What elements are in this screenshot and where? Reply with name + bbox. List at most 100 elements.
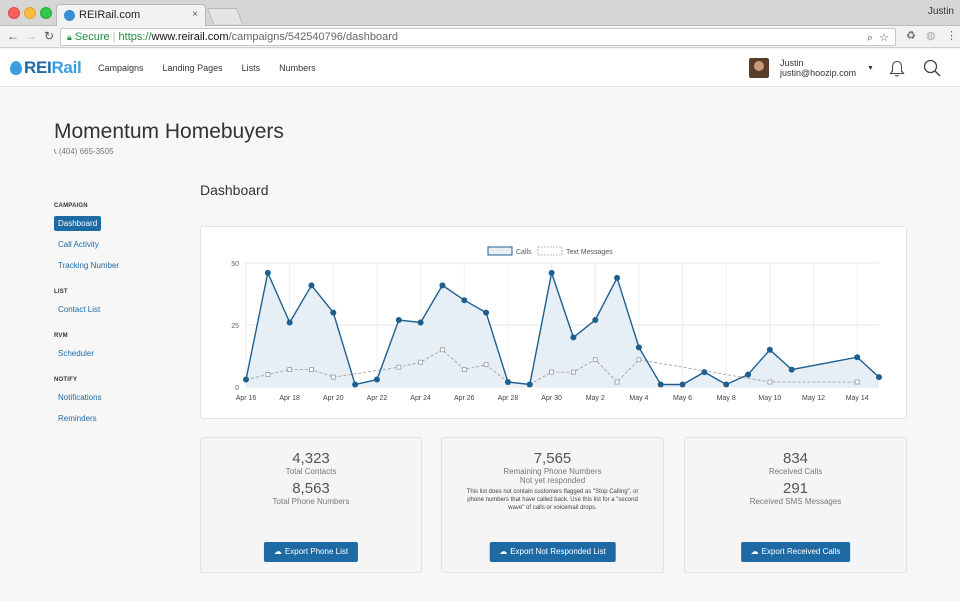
- received-sms-label: Received SMS Messages: [749, 497, 842, 506]
- back-arrow-icon[interactable]: ←: [7, 29, 19, 43]
- lock-icon: 🔒︎: [67, 32, 72, 42]
- page-title: Momentum Homebuyers: [54, 120, 284, 143]
- top-navigation: Campaigns Landing Pages Lists Numbers: [98, 49, 316, 87]
- x-tick-label: Apr 18: [279, 395, 300, 402]
- text-messages-point: [440, 347, 445, 353]
- export-not-responded-button[interactable]: ☁ Export Not Responded List: [489, 542, 616, 562]
- sidebar-item-contact-list[interactable]: Contact List: [58, 305, 101, 314]
- sidebar-item-tracking-number[interactable]: Tracking Number: [58, 261, 120, 270]
- x-tick-label: Apr 28: [498, 395, 519, 402]
- logo-drop-icon: [10, 61, 22, 75]
- avatar[interactable]: [749, 58, 769, 78]
- calls-area: [246, 272, 879, 387]
- tab-close-icon[interactable]: ×: [192, 9, 198, 20]
- total-phone-label: Total Phone Numbers: [272, 497, 350, 506]
- calls-point: [701, 369, 708, 376]
- legend-calls-label: Calls: [516, 249, 532, 256]
- export-phone-list-button[interactable]: ☁ Export Phone List: [263, 542, 359, 562]
- x-tick-label: May 2: [586, 395, 605, 402]
- calls-point: [854, 354, 861, 361]
- total-contacts-label: Total Contacts: [285, 467, 337, 476]
- new-tab-button[interactable]: [207, 8, 243, 24]
- calls-point: [745, 371, 752, 378]
- tab-title: REIRail.com: [79, 9, 141, 21]
- forward-arrow-icon[interactable]: →: [25, 29, 37, 43]
- x-tick-label: Apr 24: [410, 395, 431, 402]
- sidebar-item-call-activity[interactable]: Call Activity: [58, 240, 99, 249]
- browser-menu-icon[interactable]: ⋮: [946, 30, 957, 42]
- activity-chart-card: 0 25 50 Apr 16 Apr 18 Apr 20 Apr 22 Apr 24 Apr 2…: [200, 226, 907, 419]
- bell-icon[interactable]: [889, 60, 905, 78]
- cloud-download-icon: ☁: [499, 547, 508, 556]
- received-stat-card: 834 Received Calls 291 Received SMS Mess…: [684, 437, 907, 573]
- nav-lists[interactable]: Lists: [241, 63, 261, 73]
- not-responded-stat-card: 7,565 Remaining Phone Numbers Not yet re…: [441, 437, 664, 573]
- calls-point: [876, 374, 882, 381]
- close-window-button[interactable]: [8, 7, 20, 19]
- extension-recycle-icon[interactable]: ♻: [906, 30, 916, 42]
- received-sms-value: 291: [782, 480, 809, 497]
- url-path: /campaigns/542540796/dashboard: [228, 31, 398, 43]
- text-messages-point: [309, 367, 314, 373]
- legend-text-messages-label: Text Messages: [566, 249, 613, 256]
- chevron-down-icon[interactable]: ▼: [867, 65, 874, 72]
- calls-point: [635, 344, 642, 351]
- extension-icon[interactable]: ◍: [926, 30, 936, 42]
- minimize-window-button[interactable]: [24, 7, 36, 19]
- calls-point: [330, 309, 337, 316]
- sidebar-group-campaign: CAMPAIGN Dashboard Call Activity Trackin…: [54, 203, 174, 276]
- sidebar-item-reminders[interactable]: Reminders: [58, 414, 97, 423]
- total-phone-value: 8,563: [292, 480, 330, 497]
- x-tick-label: Apr 30: [541, 395, 562, 402]
- nav-numbers[interactable]: Numbers: [279, 63, 316, 73]
- sidebar-item-dashboard[interactable]: Dashboard: [54, 216, 102, 231]
- text-messages-point: [418, 359, 424, 365]
- y-tick-label: 25: [231, 323, 239, 330]
- activity-chart: 0 25 50 Apr 16 Apr 18 Apr 20 Apr 22 Apr 24 Apr 2…: [231, 246, 882, 402]
- calls-point: [679, 381, 686, 388]
- sidebar-heading: LIST: [54, 289, 68, 295]
- app-header: REIRail Campaigns Landing Pages Lists Nu…: [0, 49, 960, 87]
- y-tick-label: 50: [231, 261, 239, 268]
- x-tick-label: May 12: [802, 395, 825, 402]
- nav-landing-pages[interactable]: Landing Pages: [162, 63, 223, 73]
- sidebar-item-scheduler[interactable]: Scheduler: [58, 349, 95, 358]
- legend-text-messages-swatch: [537, 246, 563, 256]
- user-name: Justin: [780, 58, 804, 68]
- user-menu[interactable]: Justin justin@hoozip.com: [780, 58, 856, 78]
- browser-profile[interactable]: Justin: [927, 6, 954, 17]
- x-tick-label: Apr 22: [367, 395, 388, 402]
- calls-point: [504, 379, 511, 386]
- favicon-icon: [64, 10, 75, 21]
- maximize-window-button[interactable]: [40, 7, 52, 19]
- bookmark-star-icon[interactable]: ☆: [879, 32, 889, 44]
- calls-point: [592, 317, 599, 324]
- calls-point: [395, 317, 402, 324]
- url-separator: |: [112, 31, 116, 43]
- dashboard-title: Dashboard: [200, 182, 269, 198]
- sidebar-item-notifications[interactable]: Notifications: [58, 393, 102, 402]
- x-tick-label: May 6: [673, 395, 692, 402]
- zoom-icon[interactable]: ⌕: [866, 32, 873, 44]
- calls-point: [439, 282, 446, 289]
- calls-point: [286, 319, 293, 326]
- address-bar[interactable]: 🔒︎ Secure | https://www.reirail.com/campaig…: [60, 28, 896, 46]
- export-phone-list-label: Export Phone List: [284, 547, 349, 556]
- url-host: www.reirail.com: [151, 31, 229, 43]
- sidebar-group-rvm: RVM Scheduler: [54, 333, 174, 364]
- nav-campaigns[interactable]: Campaigns: [98, 63, 144, 73]
- remaining-sublabel: Not yet responded: [519, 476, 586, 485]
- calls-point: [461, 297, 468, 304]
- browser-tab[interactable]: REIRail.com ×: [56, 4, 206, 26]
- export-received-calls-button[interactable]: ☁ Export Received Calls: [740, 542, 851, 562]
- x-tick-label: May 10: [758, 395, 781, 402]
- search-icon[interactable]: [923, 59, 941, 77]
- received-calls-value: 834: [782, 450, 809, 467]
- x-tick-label: Apr 26: [454, 395, 475, 402]
- text-messages-point: [461, 367, 467, 373]
- text-messages-point: [396, 364, 402, 370]
- reirail-logo[interactable]: REIRail: [10, 58, 82, 78]
- text-messages-point: [483, 362, 489, 368]
- calls-point: [548, 269, 555, 276]
- reload-icon[interactable]: ↻: [43, 29, 55, 43]
